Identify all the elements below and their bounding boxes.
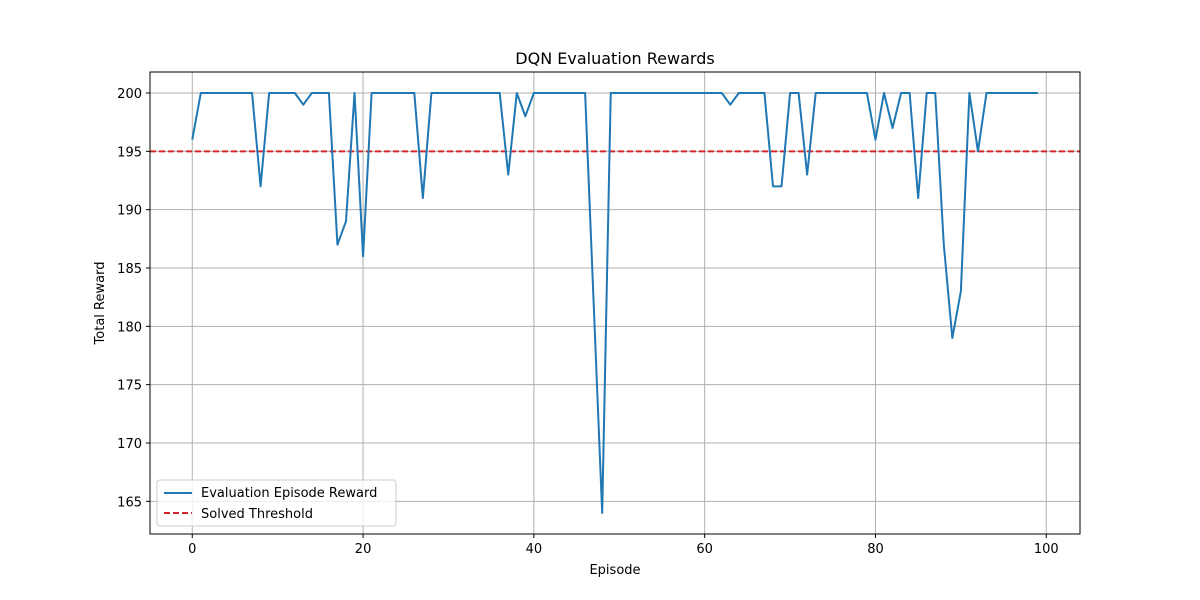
chart-title: DQN Evaluation Rewards [515,49,714,68]
x-tick-label: 20 [355,542,372,557]
series-layer [191,92,1038,514]
plot-frame [149,71,1081,535]
x-tick-label: 60 [696,542,713,557]
y-tick-label: 185 [117,262,142,277]
y-tick-label: 180 [117,320,142,335]
x-tick-label: 80 [867,542,884,557]
grid-lines [150,72,1080,534]
y-tick-label: 170 [117,437,142,452]
legend-label-solved-threshold: Solved Threshold [201,507,313,522]
y-tick-label: 195 [117,145,142,160]
x-axis-label: Episode [589,563,640,578]
y-tick-label: 165 [117,495,142,510]
axis-ticks: 0 20 40 60 80 100 165 170 175 180 185 190 195 200 [117,87,1059,557]
legend-box [156,479,397,527]
x-tick-label: 100 [1034,542,1059,557]
y-tick-label: 175 [117,379,142,394]
reward-series-line [191,92,1038,514]
legend: Evaluation Episode Reward Solved Thresho… [156,479,397,527]
y-axis-label: Total Reward [93,262,108,346]
y-tick-label: 200 [117,87,142,102]
y-tick-label: 190 [117,204,142,219]
legend-label-evaluation-reward: Evaluation Episode Reward [201,486,377,501]
x-tick-label: 0 [188,542,196,557]
x-tick-label: 40 [526,542,543,557]
